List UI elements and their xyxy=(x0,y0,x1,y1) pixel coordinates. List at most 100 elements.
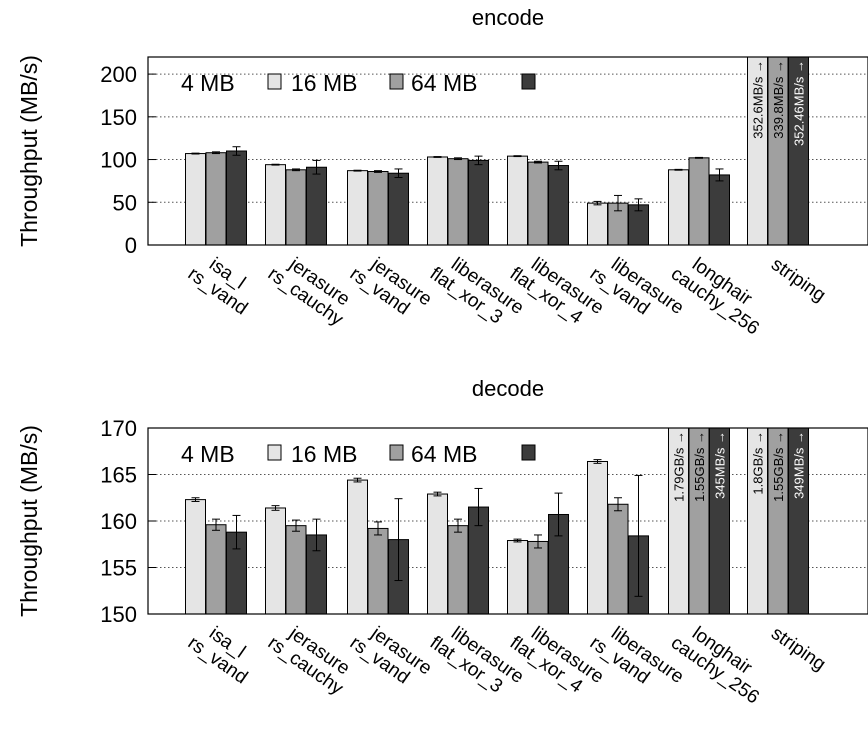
y-tick-label: 50 xyxy=(113,190,137,215)
bar-group xyxy=(587,459,649,615)
bar-group xyxy=(427,155,489,246)
bar xyxy=(185,153,206,246)
overflow-value-label: 1.79GB/s → xyxy=(672,431,687,502)
x-tick-label: longhaircauchy_256 xyxy=(667,616,774,708)
chart-title: encode xyxy=(472,5,544,30)
y-tick-label: 200 xyxy=(100,62,137,87)
x-tick-label: liberasureflat_xor_3 xyxy=(426,616,528,704)
bar xyxy=(709,174,730,246)
bar xyxy=(205,152,227,246)
bar xyxy=(367,527,389,615)
x-tick-label: liberasureflat_xor_4 xyxy=(506,616,608,704)
bar xyxy=(226,150,247,246)
legend: 4 MB 16 MB 64 MB xyxy=(181,70,536,96)
x-tick-label-line: striping xyxy=(767,623,829,675)
bar xyxy=(388,172,409,246)
y-tick-label: 150 xyxy=(100,105,137,130)
bar xyxy=(265,164,286,246)
x-tick-label: jerasurers_vand xyxy=(346,616,436,696)
x-tick-label: jerasurers_cauchy xyxy=(264,247,359,331)
y-tick-label: 155 xyxy=(100,556,137,581)
bar-group xyxy=(347,477,409,615)
bar xyxy=(285,525,307,615)
chart-panel-decode: decode Throughput (MB/s) 150 155 160 165 170 1.… xyxy=(16,376,868,708)
bar xyxy=(668,169,689,246)
bar xyxy=(205,524,227,615)
legend-swatch xyxy=(389,73,404,90)
x-tick-label: liberasurers_vand xyxy=(586,616,688,704)
bar-group xyxy=(668,156,730,246)
bar-group xyxy=(185,146,247,246)
bar xyxy=(587,202,608,246)
overflow-value-label: 345MB/s → xyxy=(713,431,728,499)
bar xyxy=(367,171,389,246)
legend-swatch xyxy=(267,73,282,90)
bar-group xyxy=(427,487,489,615)
x-tick-label: liberasurers_vand xyxy=(586,247,688,335)
overflow-value-label: 352.6MB/s → xyxy=(751,60,766,139)
legend-swatch xyxy=(389,444,404,461)
y-tick-label: 0 xyxy=(125,233,137,258)
bar xyxy=(285,169,307,246)
y-tick-label: 170 xyxy=(100,416,137,441)
overflow-value-label: 339.8MB/s → xyxy=(771,60,786,139)
overflow-value-label: 1.55GB/s → xyxy=(692,431,707,502)
x-tick-label-line: striping xyxy=(767,254,829,306)
x-tick-label: striping xyxy=(767,254,829,306)
bar xyxy=(447,158,469,246)
bar xyxy=(306,166,327,246)
plot-frame xyxy=(147,56,868,246)
x-tick-label: isa_lrs_vand xyxy=(184,616,263,688)
x-tick-label: liberasureflat_xor_3 xyxy=(426,247,528,335)
bar xyxy=(447,525,469,615)
y-axis-label: Throughput (MB/s) xyxy=(16,55,42,247)
bar xyxy=(548,165,569,246)
overflow-value-label: 1.8GB/s → xyxy=(751,431,766,495)
y-tick-label: 150 xyxy=(100,602,137,627)
bar xyxy=(265,507,286,615)
bar xyxy=(427,156,448,246)
bar xyxy=(468,159,489,246)
bar-group xyxy=(185,497,247,615)
x-tick-label: jerasurers_cauchy xyxy=(264,616,359,700)
legend-label: 4 MB xyxy=(181,70,235,96)
bar-group xyxy=(265,505,327,615)
legend-label: 4 MB xyxy=(181,441,235,467)
bar xyxy=(527,161,549,246)
y-tick-label: 100 xyxy=(100,148,137,173)
legend-swatch xyxy=(267,444,282,461)
bar-group xyxy=(347,168,409,246)
overflow-value-label: 1.55GB/s → xyxy=(771,431,786,502)
bar-group xyxy=(265,159,327,246)
bar xyxy=(607,503,629,615)
y-tick-label: 160 xyxy=(100,509,137,534)
bar-group xyxy=(507,155,569,246)
legend-label: 16 MB xyxy=(291,70,357,96)
bar-group xyxy=(507,492,569,615)
bar-group xyxy=(587,194,649,246)
bar xyxy=(507,540,528,615)
x-tick-label: liberasureflat_xor_4 xyxy=(506,247,608,335)
overflow-value-label: 352.46MB/s → xyxy=(792,60,807,146)
bar xyxy=(688,157,710,246)
legend: 4 MB 16 MB 64 MB xyxy=(181,441,536,467)
bar xyxy=(185,499,206,615)
x-tick-label: striping xyxy=(767,623,829,675)
bar-group xyxy=(668,427,730,615)
legend-label: 64 MB xyxy=(411,70,477,96)
overflow-value-label: 349MB/s → xyxy=(792,431,807,499)
y-axis-label: Throughput (MB/s) xyxy=(16,425,42,617)
y-tick-label: 165 xyxy=(100,463,137,488)
bar xyxy=(507,155,528,246)
legend-label: 16 MB xyxy=(291,441,357,467)
legend-swatch xyxy=(521,73,536,90)
plot-frame xyxy=(147,427,868,615)
x-tick-label: jerasurers_vand xyxy=(346,247,436,327)
x-tick-label: longhaircauchy_256 xyxy=(667,247,774,339)
legend-swatch xyxy=(521,444,536,461)
chart-panel-encode: encode Throughput (MB/s) 0 50 100 150 200 352.6… xyxy=(16,5,868,339)
bar xyxy=(427,493,448,615)
x-tick-label: isa_lrs_vand xyxy=(184,247,263,319)
bar xyxy=(527,540,549,615)
